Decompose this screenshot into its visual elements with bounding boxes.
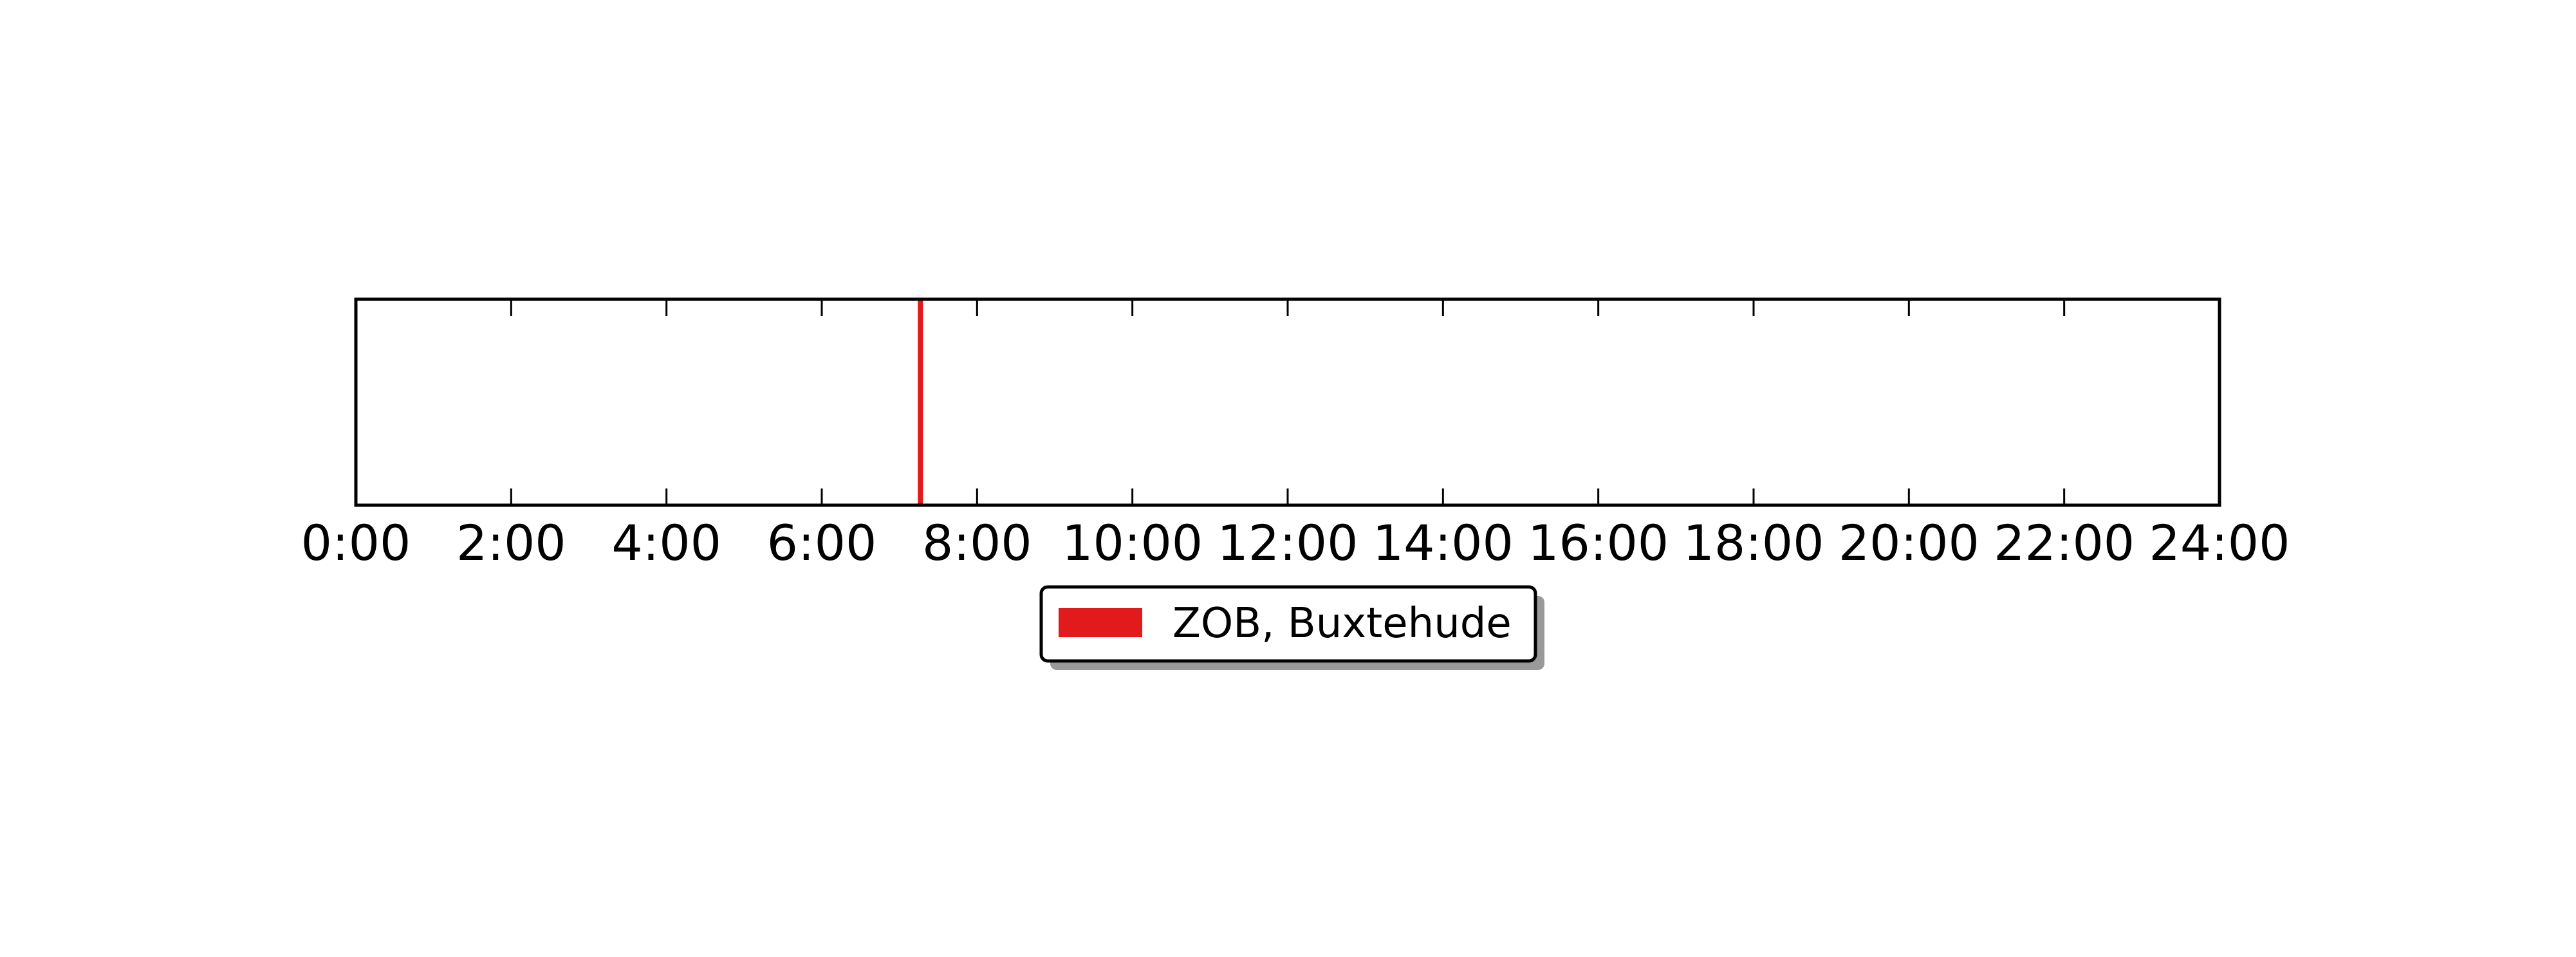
legend-swatch-zob-buxtehude [1059, 608, 1142, 637]
x-tick-label-9: 18:00 [1683, 514, 1824, 571]
x-tick-label-1: 2:00 [456, 514, 566, 571]
x-tick-label-7: 14:00 [1373, 514, 1514, 571]
x-tick-label-12: 24:00 [2149, 514, 2290, 571]
legend-label-zob-buxtehude: ZOB, Buxtehude [1172, 600, 1512, 647]
x-tick-label-4: 8:00 [922, 514, 1032, 571]
x-tick-label-5: 10:00 [1062, 514, 1203, 571]
x-tick-label-10: 20:00 [1839, 514, 1979, 571]
x-tick-label-6: 12:00 [1217, 514, 1358, 571]
x-tick-label-0: 0:00 [301, 514, 411, 571]
x-tick-labels: 0:00 2:00 4:00 6:00 8:00 10:00 12:00 14:00 16:00… [301, 514, 2290, 571]
x-tick-label-11: 22:00 [1994, 514, 2135, 571]
x-tick-label-8: 16:00 [1528, 514, 1669, 571]
legend-box [1039, 585, 1537, 663]
x-ticks [355, 299, 2221, 505]
plot-frame [354, 297, 2221, 507]
x-tick-label-2: 4:00 [611, 514, 721, 571]
x-tick-label-3: 6:00 [767, 514, 877, 571]
legend: ZOB, Buxtehude [1039, 585, 1544, 670]
